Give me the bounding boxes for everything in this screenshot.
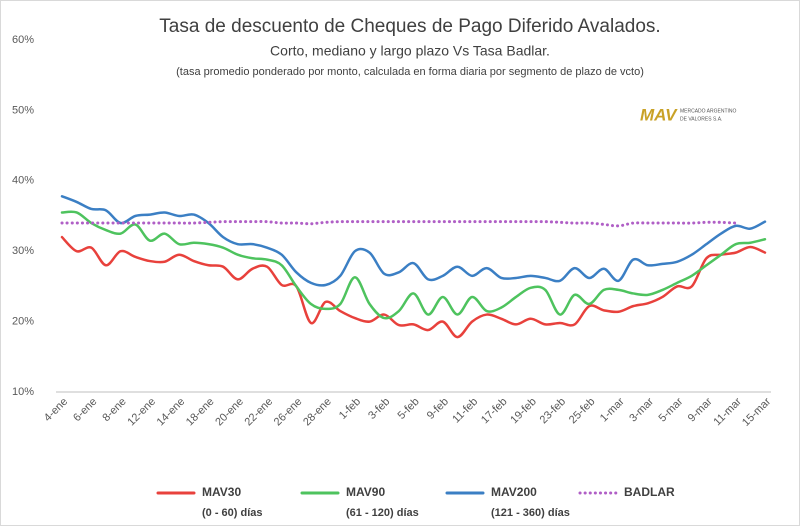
series-line (60, 210, 767, 320)
chart-title: Tasa de descuento de Cheques de Pago Dif… (159, 16, 660, 37)
chart-subtitle: Corto, mediano y largo plazo Vs Tasa Bad… (270, 43, 550, 59)
legend-sublabel: (121 - 360) días (491, 507, 570, 519)
legend-label: BADLAR (624, 485, 675, 499)
y-tick-label: 30% (12, 245, 34, 257)
y-tick-label: 20% (12, 316, 34, 328)
chart-note: (tasa promedio ponderado por monto, calc… (176, 66, 644, 78)
logo-mark: MAV (640, 105, 678, 124)
y-tick-label: 40% (12, 175, 34, 187)
y-tick-label: 60% (12, 34, 34, 46)
y-tick-label: 50% (12, 104, 34, 116)
legend-label: MAV90 (346, 485, 385, 499)
series-line (60, 220, 738, 228)
legend-label: MAV200 (491, 485, 537, 499)
series-line (60, 195, 767, 287)
y-tick-label: 10% (12, 386, 34, 398)
series-line (60, 235, 767, 339)
legend-sublabel: (0 - 60) días (202, 507, 263, 519)
logo-text: DE VALORES S.A. (680, 116, 722, 122)
logo-text: MERCADO ARGENTINO (680, 108, 737, 114)
logo: MAV MERCADO ARGENTINO DE VALORES S.A. (640, 105, 737, 124)
legend-sublabel: (61 - 120) días (346, 507, 419, 519)
legend-label: MAV30 (202, 485, 241, 499)
